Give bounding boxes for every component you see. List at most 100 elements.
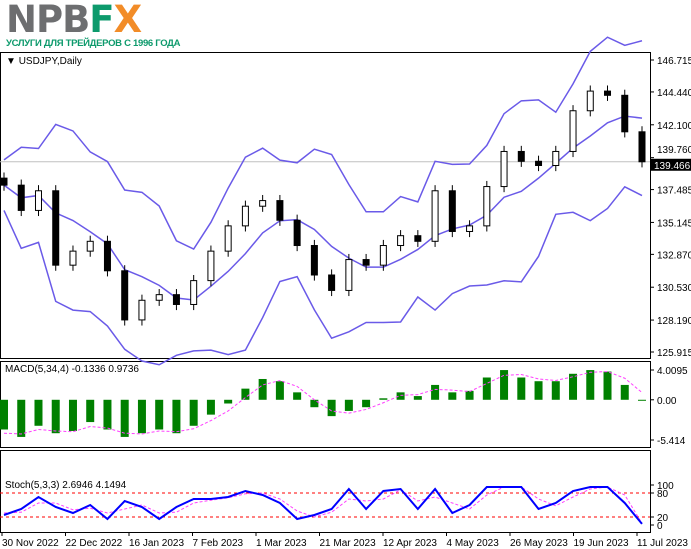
y-tick-label: 132.870 (657, 250, 691, 261)
macd-bar (448, 392, 457, 400)
macd-bar (327, 399, 336, 417)
bollinger-upper (3, 36, 643, 251)
candle (397, 235, 405, 247)
y-tick-label: 125.915 (657, 348, 691, 359)
macd-bar (396, 392, 405, 400)
macd-bar (362, 399, 371, 408)
candle (86, 240, 94, 252)
bollinger-middle (3, 115, 643, 301)
x-tick-label: 16 Jan 2023 (129, 538, 184, 549)
macd-bar (551, 381, 560, 400)
candle (345, 259, 353, 291)
candle (0, 177, 8, 186)
macd-bar (482, 377, 491, 400)
macd-bar (224, 399, 233, 404)
candle (190, 280, 198, 305)
candle (259, 200, 267, 207)
y-tick-label: 144.440 (657, 88, 691, 99)
y-tick-label: 137.485 (657, 186, 691, 197)
npbfx-logo: NPBFX УСЛУГИ ДЛЯ ТРЕЙДЕРОВ С 1996 ГОДА (6, 0, 181, 49)
candle (414, 235, 422, 242)
panel-border-2 (0, 450, 651, 533)
candle (586, 90, 594, 112)
candle (638, 131, 646, 163)
x-tick-label: 30 Nov 2022 (2, 538, 59, 549)
y-tick-label: 130.530 (657, 283, 691, 294)
macd-bar (517, 377, 526, 400)
macd-bar (293, 392, 302, 400)
x-tick-label: 21 Mar 2023 (320, 538, 377, 549)
current-price-badge (651, 158, 691, 171)
macd-bar (620, 384, 629, 400)
x-tick-label: 19 Jun 2023 (574, 538, 629, 549)
candle (69, 250, 77, 266)
logo-tagline: УСЛУГИ ДЛЯ ТРЕЙДЕРОВ С 1996 ГОДА (6, 38, 181, 49)
macd-bar (0, 399, 8, 430)
stoch-tick-label: 0 (657, 521, 663, 532)
bollinger-lower (3, 185, 643, 366)
macd-bar (120, 399, 129, 437)
x-tick-label: 12 Apr 2023 (383, 538, 437, 549)
macd-bar (413, 396, 422, 400)
macd-bar (379, 398, 388, 400)
current-price-label: 139.466 (654, 161, 691, 172)
chart-title: USDJPY,Daily (18, 56, 82, 67)
candle (34, 190, 42, 211)
macd-bar (172, 399, 181, 434)
candle (552, 150, 560, 166)
candle (310, 245, 318, 276)
candle (138, 299, 146, 321)
x-tick-label: 7 Feb 2023 (193, 538, 244, 549)
candle (52, 190, 60, 266)
y-tick-label: 139.760 (657, 145, 691, 156)
macd-tick-label: -5.414 (657, 436, 686, 447)
stoch-title: Stoch(5,3,3) 2.6946 4.1494 (5, 480, 127, 491)
candle (466, 225, 474, 232)
macd-bar (569, 373, 578, 400)
macd-signal-line (3, 371, 643, 435)
macd-bar (500, 370, 509, 400)
candle (121, 270, 129, 321)
x-tick-label: 26 May 2023 (510, 538, 568, 549)
candle (103, 240, 111, 272)
x-tick-label: 11 Jul 2023 (637, 538, 688, 549)
candle (17, 184, 25, 211)
macd-bar (241, 388, 250, 400)
macd-bar (86, 399, 95, 423)
macd-bar (137, 399, 146, 434)
candle (328, 274, 336, 291)
macd-bar (68, 399, 77, 431)
candle (241, 205, 249, 227)
stoch-main-line (3, 486, 643, 525)
macd-bar (34, 399, 43, 426)
stoch-tick-label: 80 (657, 489, 669, 500)
candle (224, 225, 232, 252)
macd-tick-label: 4.0095 (657, 366, 688, 377)
symbol-dropdown[interactable]: ▼ USDJPY,Daily (6, 56, 82, 68)
macd-bar (310, 399, 319, 408)
candle (172, 294, 180, 305)
stoch-signal-line (3, 486, 643, 524)
macd-bar (586, 370, 595, 400)
macd-bar (189, 399, 198, 426)
macd-bar (431, 384, 440, 400)
y-tick-label: 135.145 (657, 218, 691, 229)
macd-bar (51, 399, 60, 434)
macd-bar (465, 390, 474, 400)
macd-title: MACD(5,34,4) -0.1336 0.9736 (5, 364, 139, 375)
macd-bar (206, 399, 215, 415)
candle (448, 190, 456, 232)
candle (379, 245, 387, 266)
x-tick-label: 4 May 2023 (447, 538, 500, 549)
macd-bar (603, 371, 612, 400)
candle (293, 219, 301, 247)
candle (431, 190, 439, 242)
stoch-tick-label: 20 (657, 513, 669, 524)
macd-tick-label: 0.00 (657, 396, 677, 407)
candle (517, 150, 525, 162)
macd-bar (17, 399, 26, 437)
candle (604, 90, 612, 96)
macd-bar (258, 378, 267, 400)
y-tick-label: 128.190 (657, 316, 691, 327)
